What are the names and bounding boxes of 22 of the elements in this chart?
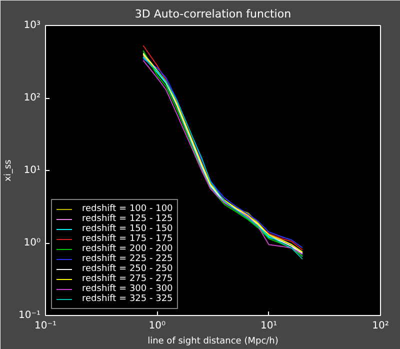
legend-label: redshift = 200 - 200	[82, 244, 173, 254]
x-tick-label: 10²	[372, 320, 389, 332]
y-tick-label: 10³	[24, 20, 40, 31]
chart-title: 3D Auto-correlation function	[134, 8, 292, 20]
x-axis-title: line of sight distance (Mpc/h)	[148, 336, 278, 346]
y-tick-label: 10⁰	[24, 238, 40, 248]
y-tick-label: 10¹	[24, 165, 40, 176]
x-tick-label: 10⁰	[148, 320, 166, 332]
y-tick-label: 10⁻¹	[18, 310, 41, 321]
y-tick-label: 10²	[24, 92, 40, 104]
x-tick-label: 10⁻¹	[34, 320, 57, 332]
legend-label: redshift = 125 - 125	[82, 214, 173, 224]
legend-label: redshift = 150 - 150	[82, 224, 173, 234]
legend-label: redshift = 300 - 300	[82, 284, 173, 294]
legend-label: redshift = 275 - 275	[82, 274, 173, 284]
legend-label: redshift = 100 - 100	[82, 204, 173, 214]
y-axis-title: xi_ss	[3, 159, 14, 182]
legend-label: redshift = 175 - 175	[82, 234, 173, 244]
legend-label: redshift = 325 - 325	[82, 294, 173, 304]
legend-label: redshift = 250 - 250	[82, 264, 173, 274]
x-tick-label: 10¹	[260, 320, 278, 332]
legend-label: redshift = 225 - 225	[82, 254, 173, 264]
